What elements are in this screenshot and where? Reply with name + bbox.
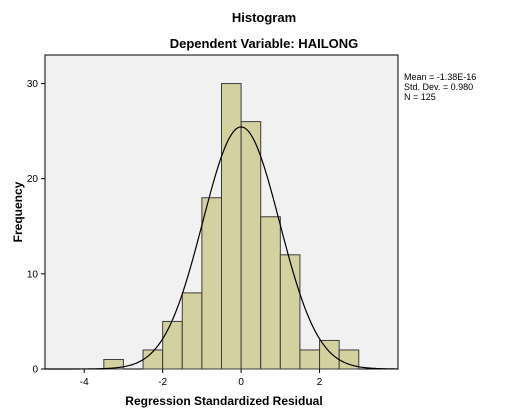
x-tick-label: 2 xyxy=(317,377,323,388)
histogram-bar xyxy=(221,83,242,370)
histogram-bar xyxy=(103,358,124,370)
bars-group xyxy=(103,83,360,370)
chart-title: Histogram xyxy=(232,10,296,25)
y-axis-label: Frequency xyxy=(11,181,25,242)
stats-std-dev: Std. Dev. = 0.980 xyxy=(404,82,473,92)
ticks-group: 0 10 20 30 -4 -2 0 2 xyxy=(27,79,323,388)
histogram-bar xyxy=(201,197,222,370)
histogram-bar xyxy=(260,216,281,370)
histogram-bar xyxy=(142,349,164,370)
histogram-bar xyxy=(279,254,301,370)
x-tick-label: 0 xyxy=(238,377,244,388)
chart-subtitle: Dependent Variable: HAILONG xyxy=(170,36,359,51)
normal-curve xyxy=(45,126,399,370)
y-tick-label: 20 xyxy=(27,174,39,185)
stats-n: N = 125 xyxy=(404,92,436,102)
y-tick-label: 0 xyxy=(32,365,38,376)
x-tick-label: -4 xyxy=(80,377,89,388)
y-tick-label: 30 xyxy=(27,79,39,90)
histogram-bar xyxy=(162,320,183,370)
x-tick-label: -2 xyxy=(158,377,167,388)
histogram-bar xyxy=(181,292,203,370)
y-tick-label: 10 xyxy=(27,269,39,280)
histogram-bar xyxy=(319,339,340,370)
histogram-bar xyxy=(240,121,262,370)
histogram-bar xyxy=(299,349,321,370)
stats-mean: Mean = -1.38E-16 xyxy=(404,72,476,82)
x-axis-label: Regression Standardized Residual xyxy=(125,394,322,408)
